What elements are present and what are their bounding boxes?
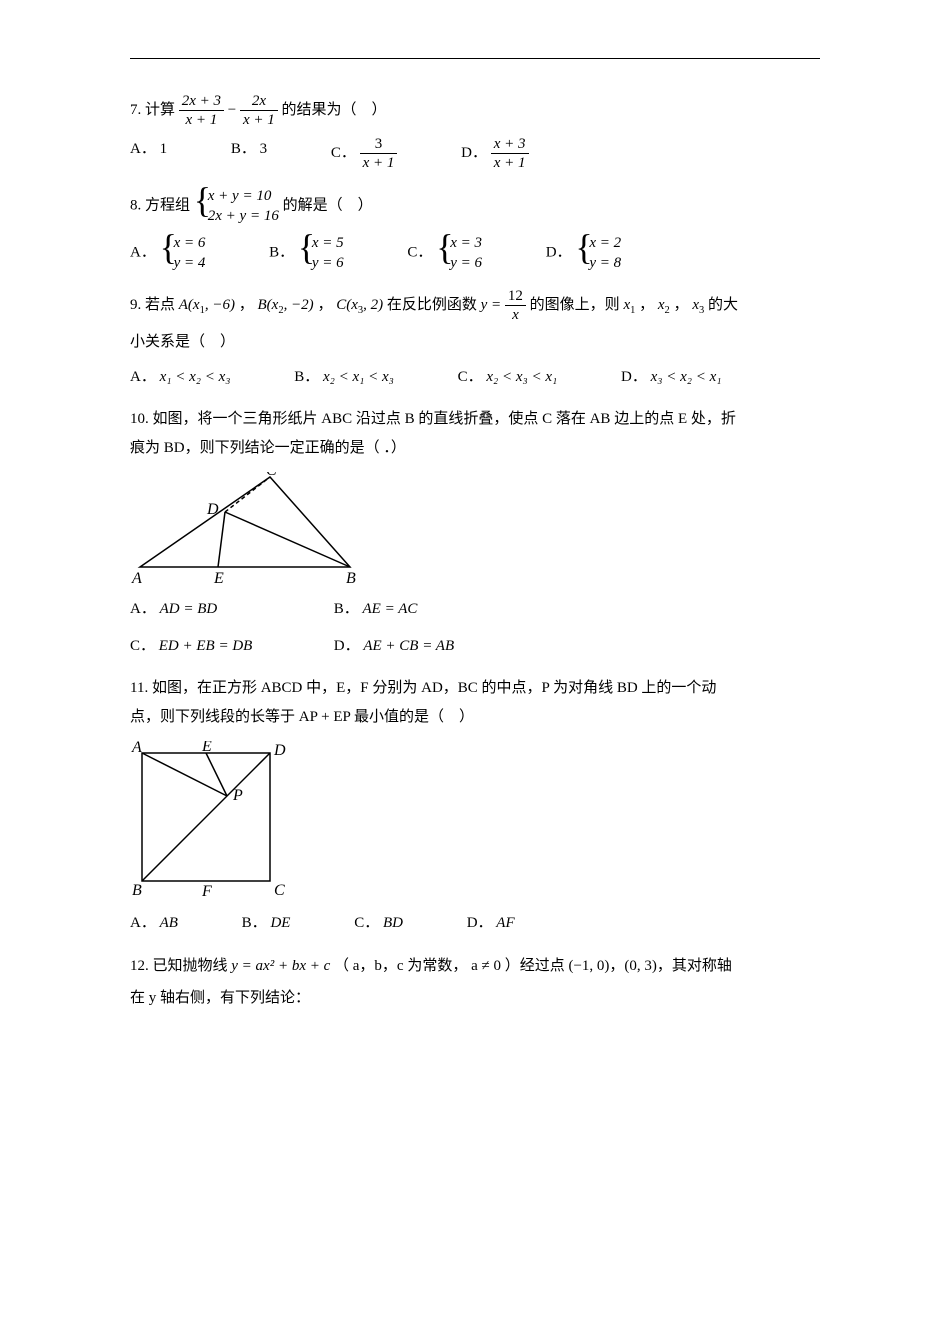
q10-opt-c: C． ED + EB = DB: [130, 632, 290, 661]
q7-frac1: 2x + 3 x + 1: [179, 92, 224, 129]
svg-text:E: E: [213, 570, 224, 587]
svg-text:B: B: [346, 570, 356, 587]
question-9: 9. 若点 A(x1, −6) ， B(x2, −2) ， C(x3, 2) 在…: [130, 287, 820, 324]
question-12: 12. 已知抛物线 y = ax² + bx + c （ a，b，c 为常数， …: [130, 952, 820, 981]
q11-svg: A B C D E F P: [130, 741, 290, 901]
q10-opt-d: D． AE + CB = AB: [334, 632, 454, 661]
q7-prefix: 7. 计算: [130, 102, 175, 118]
question-8: 8. 方程组 x + y = 10 2x + y = 16 的解是（ ）: [130, 186, 820, 227]
top-border: [130, 58, 820, 59]
q9-opt-d: D． x₃ < x₂ < x₁: [621, 363, 721, 392]
svg-text:F: F: [201, 883, 212, 900]
q10-options-row1: A． AD = BD B． AE = AC: [130, 595, 820, 624]
q11-opt-b: B． DE: [242, 909, 291, 938]
svg-text:E: E: [201, 741, 212, 755]
q7-frac2: 2x x + 1: [240, 92, 278, 129]
svg-text:C: C: [274, 882, 285, 899]
q12-line2: 在 y 轴右侧，有下列结论：: [130, 984, 820, 1013]
svg-text:C: C: [266, 472, 277, 479]
q7-opt-d: D． x + 3 x + 1: [461, 135, 528, 172]
question-7: 7. 计算 2x + 3 x + 1 − 2x x + 1 的结果为（ ）: [130, 92, 820, 129]
q11-figure: A B C D E F P: [130, 741, 820, 901]
q8-suffix: 的解是（ ）: [283, 198, 373, 214]
q7-opt-b: B． 3: [231, 135, 267, 164]
q9-opt-b: B． x₂ < x₁ < x₃: [294, 363, 394, 392]
q7-opt-a: A． 1: [130, 135, 167, 164]
svg-text:D: D: [206, 501, 219, 518]
q9-opt-a: A． x₁ < x₂ < x₃: [130, 363, 230, 392]
q11-opt-a: A． AB: [130, 909, 178, 938]
svg-text:A: A: [131, 570, 142, 587]
q10-opt-a: A． AD = BD: [130, 595, 290, 624]
q8-system: x + y = 10 2x + y = 16: [194, 186, 279, 227]
q7-options: A． 1 B． 3 C． 3 x + 1 D． x + 3 x + 1: [130, 135, 820, 172]
question-11: 11. 如图，在正方形 ABCD 中，E，F 分别为 AD，BC 的中点，P 为…: [130, 674, 820, 731]
q10-figure: A B C D E: [130, 472, 820, 587]
q8-opt-a: A． x = 6 y = 4: [130, 233, 205, 274]
svg-text:A: A: [131, 741, 142, 756]
q8-opt-b: B． x = 5 y = 6: [269, 233, 344, 274]
q7-opt-c: C． 3 x + 1: [331, 135, 398, 172]
q10-opt-b: B． AE = AC: [334, 595, 418, 624]
q11-options: A． AB B． DE C． BD D． AF: [130, 909, 820, 938]
q8-opt-d: D． x = 2 y = 8: [546, 233, 621, 274]
q10-svg: A B C D E: [130, 472, 370, 587]
svg-text:D: D: [273, 742, 286, 759]
q9-opt-c: C． x₂ < x₃ < x₁: [458, 363, 558, 392]
q9-line2: 小关系是（ ）: [130, 328, 820, 357]
q10-options-row2: C． ED + EB = DB D． AE + CB = AB: [130, 632, 820, 661]
q7-suffix: 的结果为（ ）: [282, 102, 387, 118]
q11-opt-d: D． AF: [467, 909, 515, 938]
q9-options: A． x₁ < x₂ < x₃ B． x₂ < x₁ < x₃ C． x₂ < …: [130, 363, 820, 392]
q8-prefix: 8. 方程组: [130, 198, 190, 214]
svg-text:P: P: [232, 787, 243, 804]
question-10: 10. 如图，将一个三角形纸片 ABC 沿过点 B 的直线折叠，使点 C 落在 …: [130, 405, 820, 462]
q7-minus: −: [228, 102, 236, 118]
q8-opt-c: C． x = 3 y = 6: [407, 233, 482, 274]
q11-opt-c: C． BD: [354, 909, 403, 938]
q8-options: A． x = 6 y = 4 B． x = 5 y = 6 C． x = 3 y…: [130, 233, 820, 274]
svg-text:B: B: [132, 882, 142, 899]
